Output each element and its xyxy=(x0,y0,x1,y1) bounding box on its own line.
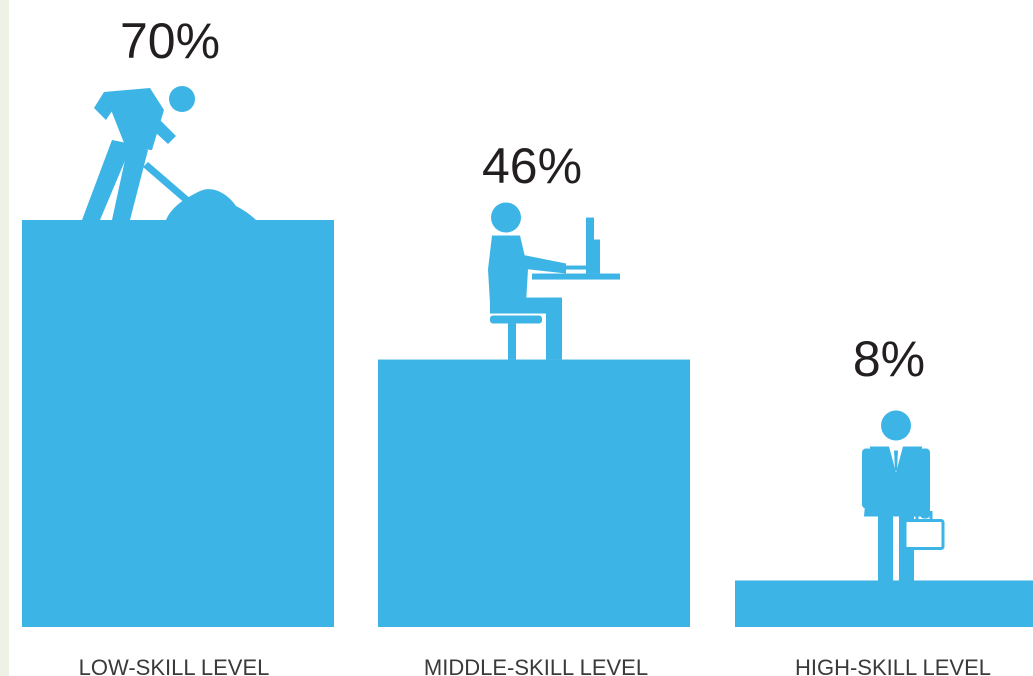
office-worker-at-desk-icon xyxy=(488,202,620,360)
bar-0 xyxy=(22,220,334,627)
bars-layer xyxy=(22,220,1033,627)
category-label-2: HIGH-SKILL LEVEL xyxy=(795,655,991,676)
data-label-0: 70% xyxy=(120,13,220,69)
category-label-0: LOW-SKILL LEVEL xyxy=(79,655,270,676)
data-label-2: 8% xyxy=(853,331,925,387)
bar-2 xyxy=(735,580,1033,627)
icons-layer xyxy=(82,86,945,581)
worker-shoveling-icon xyxy=(82,86,256,220)
left-edge-strip xyxy=(0,0,9,676)
bar-1 xyxy=(378,359,690,627)
category-label-1: MIDDLE-SKILL LEVEL xyxy=(424,655,648,676)
labels-layer: 70% 46% 8% LOW-SKILL LEVEL MIDDLE-SKILL LEVE… xyxy=(79,13,991,676)
businessman-with-briefcase-icon xyxy=(862,410,945,581)
data-label-1: 46% xyxy=(482,138,582,194)
